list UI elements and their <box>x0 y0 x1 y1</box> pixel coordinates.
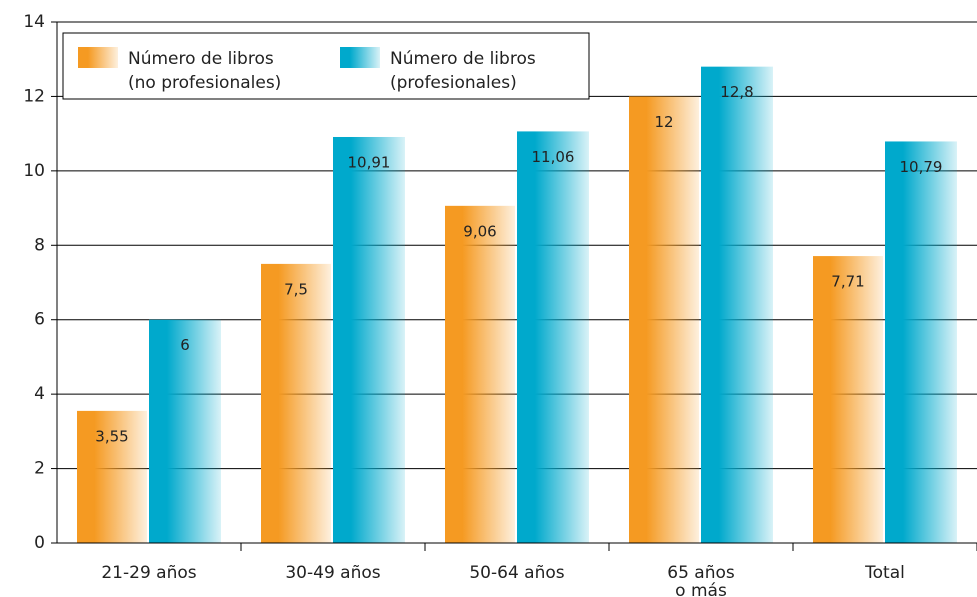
bar <box>813 256 883 543</box>
legend-swatch <box>78 47 118 68</box>
value-label: 10,79 <box>900 158 943 176</box>
value-label: 9,06 <box>463 222 496 240</box>
legend-label: Número de libros (profesionales) <box>390 49 536 93</box>
value-label: 12 <box>654 113 673 131</box>
x-tick-label: Total <box>864 563 905 583</box>
bar <box>445 205 515 544</box>
legend-label: Número de libros (no profesionales) <box>128 49 281 93</box>
legend-swatch <box>340 47 380 68</box>
y-tick-label: 4 <box>34 384 45 404</box>
bar <box>333 136 405 544</box>
y-tick-label: 0 <box>34 533 45 553</box>
bar <box>885 141 957 543</box>
x-tick-label: 50-64 años <box>469 563 564 583</box>
y-tick-label: 10 <box>23 161 45 181</box>
x-tick-label: 65 años o más <box>667 563 735 597</box>
value-label: 10,91 <box>348 153 391 171</box>
value-label: 6 <box>180 336 190 354</box>
y-tick-label: 2 <box>34 459 45 479</box>
bar <box>261 263 331 543</box>
bar <box>701 66 773 544</box>
value-label: 7,71 <box>831 273 864 291</box>
value-label: 7,5 <box>284 280 308 298</box>
value-label: 12,8 <box>720 83 753 101</box>
bar <box>517 131 589 543</box>
value-label: 3,55 <box>95 427 128 445</box>
bar <box>629 96 699 543</box>
value-label: 11,06 <box>532 148 575 166</box>
y-tick-label: 8 <box>34 235 45 255</box>
x-tick-label: 30-49 años <box>285 563 380 583</box>
y-tick-label: 12 <box>23 86 45 106</box>
bar <box>149 319 221 543</box>
legend-box <box>62 32 590 100</box>
y-tick-label: 6 <box>34 310 45 330</box>
y-tick-label: 14 <box>23 12 45 32</box>
x-tick-label: 21-29 años <box>101 563 196 583</box>
bar <box>77 410 147 543</box>
